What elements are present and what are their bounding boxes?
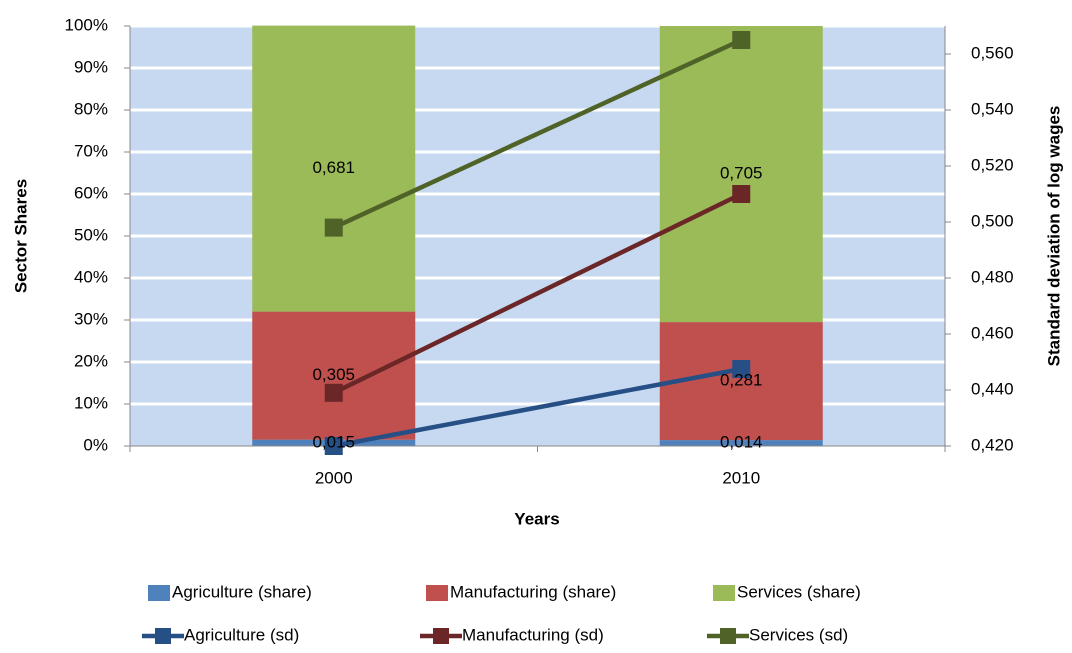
y-tick-label: 10% [74,393,108,412]
y2-tick-label: 0,500 [971,211,1014,230]
x-tick-label: 2010 [722,468,760,487]
line [332,37,743,230]
data-label: 0,281 [720,371,763,390]
y2-tick-label: 0,540 [971,99,1014,118]
y-tick-label: 100% [65,15,108,34]
y2-axis-title: Standard deviation of log wages [1044,106,1063,367]
y2-tick-label: 0,560 [971,43,1014,62]
y-tick-label: 80% [74,99,108,118]
bar [252,311,416,440]
y2-tick-label: 0,440 [971,379,1014,398]
bar [659,440,823,446]
line [332,191,743,395]
y-tick-label: 60% [74,183,108,202]
legend-swatch [155,628,171,644]
y2-tick-label: 0,460 [971,323,1014,342]
x-axis-title: Years [514,509,559,528]
y2-tick-label: 0,520 [971,155,1014,174]
y2-tick-label: 0,420 [971,435,1014,454]
data-label: 0,305 [312,365,355,384]
line-marker [732,31,751,49]
y-tick-label: 90% [74,57,108,76]
y-tick-label: 70% [74,141,108,160]
data-label: 0,705 [720,164,763,183]
bar [659,26,823,323]
x-tick-label: 2000 [315,468,353,487]
legend-swatch [433,628,449,644]
line-marker [732,185,751,203]
legend-label: Manufacturing (sd) [462,625,604,644]
legend-swatch [713,585,735,601]
legend-label: Services (sd) [749,625,848,644]
y2-tick-label: 0,480 [971,267,1014,286]
data-label: 0,015 [312,432,355,451]
legend-label: Agriculture (share) [172,582,312,601]
y-tick-label: 30% [74,309,108,328]
y-tick-label: 40% [74,267,108,286]
line-marker [324,437,343,455]
line [333,366,742,449]
legend-swatch [148,585,170,601]
legend-label: Manufacturing (share) [450,582,616,601]
legend-swatch [720,628,736,644]
legend-label: Agriculture (sd) [184,625,299,644]
line-marker [732,360,751,378]
data-label: 0,014 [720,433,763,452]
y-tick-label: 50% [74,225,108,244]
bar [252,25,416,312]
y-tick-label: 0% [83,435,108,454]
legend-label: Services (share) [737,582,861,601]
y-tick-label: 20% [74,351,108,370]
line-marker [324,383,343,402]
legend-swatch [426,585,448,601]
y-axis-title: Sector Shares [11,179,30,293]
data-label: 0,681 [312,158,355,177]
line-marker [324,218,343,237]
